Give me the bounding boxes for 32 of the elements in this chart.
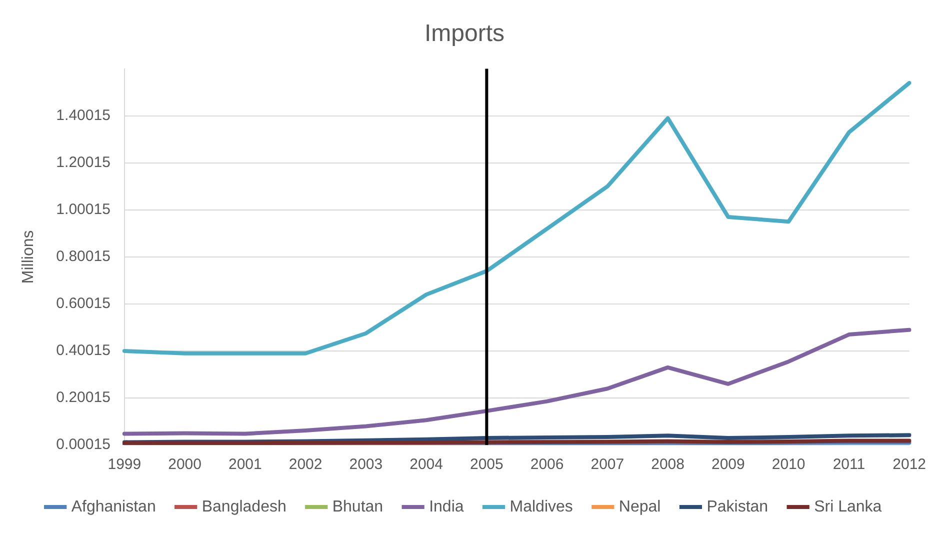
- x-tick-label: 2011: [832, 456, 866, 474]
- y-tick-label: 1.00015: [56, 201, 110, 218]
- y-tick-label: 0.60015: [56, 295, 110, 312]
- y-tick-label: 1.20015: [56, 154, 110, 171]
- y-tick-label: 0.40015: [56, 342, 110, 360]
- x-tick-label: 2012: [892, 456, 926, 474]
- legend-label: Nepal: [618, 498, 661, 516]
- x-tick-label: 2008: [651, 456, 684, 474]
- x-tick-label: 2006: [530, 456, 564, 474]
- legend-label: India: [429, 498, 464, 516]
- x-tick-label: 2004: [410, 456, 443, 474]
- x-tick-label: 2007: [590, 456, 624, 474]
- chart-title: Imports: [424, 20, 505, 48]
- x-tick-label: 2000: [168, 456, 202, 474]
- x-tick-label: 2009: [712, 456, 745, 474]
- y-tick-label: 0.20015: [56, 389, 110, 406]
- x-tick-label: 2002: [288, 456, 322, 474]
- legend-label: Bhutan: [332, 498, 384, 516]
- x-tick-label: 1999: [108, 456, 142, 474]
- y-tick-label: 0.00015: [56, 436, 110, 454]
- y-axis-title: Millions: [20, 230, 38, 284]
- y-tick-label: 0.80015: [56, 248, 110, 266]
- x-tick-label: 2010: [772, 456, 806, 474]
- x-tick-label: 2003: [349, 456, 383, 474]
- y-tick-label: 1.40015: [56, 106, 110, 124]
- legend-label: Sri Lanka: [814, 498, 882, 516]
- legend-label: Bangladesh: [202, 498, 286, 516]
- legend-label: Pakistan: [706, 498, 768, 516]
- x-tick-label: 2005: [470, 456, 504, 474]
- legend-label: Afghanistan: [71, 498, 156, 516]
- legend-label: Maldives: [510, 498, 573, 516]
- x-tick-label: 2001: [228, 456, 262, 474]
